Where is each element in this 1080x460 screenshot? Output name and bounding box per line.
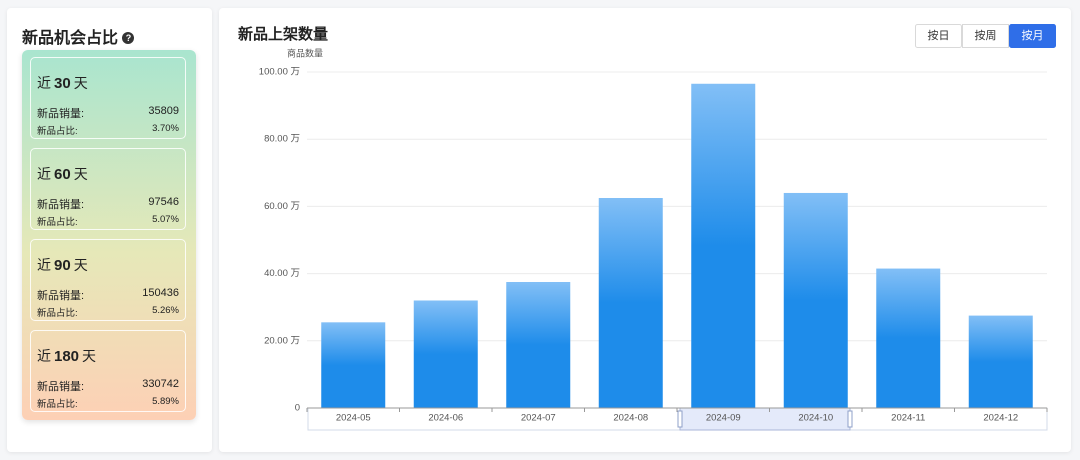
sales-value: 330742 bbox=[142, 378, 179, 390]
card-suffix: 天 bbox=[82, 348, 97, 364]
toggle-button[interactable] bbox=[915, 24, 962, 48]
card-days: 60 bbox=[54, 166, 71, 183]
card: 近 90 天新品销量: 150436 新品占比: 5.26% bbox=[30, 239, 186, 321]
card-days: 180 bbox=[54, 348, 80, 365]
sales-label: 新品销量: bbox=[37, 199, 85, 211]
card-prefix: 近 bbox=[37, 75, 51, 91]
x-tick-label: 2024-12 bbox=[983, 413, 1018, 424]
zoom-handle[interactable] bbox=[847, 410, 853, 428]
y-tick-label: 100.00 万 bbox=[259, 67, 300, 78]
toggle-button-label[interactable]: 按月 bbox=[1022, 28, 1044, 42]
help-icon[interactable]: ? bbox=[122, 32, 135, 44]
sales-value: 97546 bbox=[148, 196, 179, 208]
toggle-button[interactable] bbox=[962, 24, 1009, 48]
share-value: 5.07% bbox=[152, 214, 179, 225]
sales-row: 新品销量: 97546 bbox=[37, 196, 179, 212]
x-tick-label: 2024-08 bbox=[613, 413, 648, 424]
chart-title: 新品上架数量 bbox=[238, 25, 328, 43]
toggle-button-label[interactable]: 按日 bbox=[928, 28, 950, 42]
share-label: 新品占比: bbox=[37, 126, 78, 137]
sales-label: 新品销量: bbox=[37, 108, 85, 120]
bar bbox=[598, 198, 663, 408]
panel-title-text: 新品机会占比 bbox=[22, 30, 119, 47]
share-label: 新品占比: bbox=[37, 217, 78, 228]
card: 近 60 天新品销量: 97546 新品占比: 5.07% bbox=[30, 148, 186, 230]
toggle-button[interactable] bbox=[1009, 24, 1056, 48]
share-label: 新品占比: bbox=[37, 399, 78, 410]
share-row: 新品占比: 5.26% bbox=[37, 305, 179, 319]
sales-row: 新品销量: 330742 bbox=[37, 378, 179, 394]
share-row: 新品占比: 5.89% bbox=[37, 396, 179, 410]
card-days: 30 bbox=[54, 75, 71, 92]
y-tick-label: 20.00 万 bbox=[264, 335, 300, 346]
sales-row: 新品销量: 35809 bbox=[37, 105, 179, 121]
share-label: 新品占比: bbox=[37, 308, 78, 319]
bar bbox=[783, 192, 848, 408]
toggle-button-label[interactable]: 按周 bbox=[975, 28, 997, 42]
y-tick-label: 60.00 万 bbox=[264, 201, 300, 212]
card-prefix: 近 bbox=[37, 166, 51, 182]
x-tick-label: 2024-11 bbox=[891, 413, 925, 424]
bar bbox=[506, 282, 571, 408]
sales-label: 新品销量: bbox=[37, 381, 85, 393]
y-axis-label: 商品数量 bbox=[287, 47, 323, 58]
x-tick-label: 2024-07 bbox=[521, 413, 556, 424]
y-tick-label: 80.00 万 bbox=[264, 134, 300, 145]
card: 近 180 天新品销量: 330742 新品占比: 5.89% bbox=[30, 330, 186, 412]
bar bbox=[876, 268, 941, 408]
panel-title: 新品机会占比 ? bbox=[22, 24, 135, 48]
card-days: 90 bbox=[54, 257, 71, 274]
card: 近 30 天新品销量: 35809 新品占比: 3.70% bbox=[30, 57, 186, 139]
x-tick-label: 2024-10 bbox=[798, 413, 833, 424]
zoom-handle[interactable] bbox=[677, 410, 683, 428]
share-value: 5.89% bbox=[152, 396, 179, 407]
card-prefix: 近 bbox=[37, 257, 51, 273]
x-tick-label: 2024-09 bbox=[706, 413, 741, 424]
bar bbox=[968, 315, 1033, 408]
cards-area: 近 30 天新品销量: 35809 新品占比: 3.70% 近 60 天新品销量: 97546 新品… bbox=[22, 50, 196, 420]
sales-label: 新品销量: bbox=[37, 290, 85, 302]
share-row: 新品占比: 3.70% bbox=[37, 123, 179, 137]
x-tick-label: 2024-06 bbox=[428, 413, 463, 424]
card-suffix: 天 bbox=[73, 75, 88, 91]
sales-value: 35809 bbox=[148, 105, 179, 117]
card-heading: 近 180 天 bbox=[37, 346, 96, 366]
share-value: 3.70% bbox=[152, 123, 179, 134]
card-heading: 近 60 天 bbox=[37, 164, 88, 184]
card-suffix: 天 bbox=[73, 166, 88, 182]
card-heading: 近 30 天 bbox=[37, 73, 88, 93]
card-suffix: 天 bbox=[73, 257, 88, 273]
bar bbox=[321, 322, 386, 408]
sales-value: 150436 bbox=[142, 287, 179, 299]
y-tick-label: 0 bbox=[295, 403, 300, 414]
card-prefix: 近 bbox=[37, 348, 51, 364]
share-value: 5.26% bbox=[152, 305, 179, 316]
share-row: 新品占比: 5.07% bbox=[37, 214, 179, 228]
bar bbox=[413, 300, 478, 408]
x-tick-label: 2024-05 bbox=[336, 413, 371, 424]
y-tick-label: 40.00 万 bbox=[264, 268, 300, 279]
card-heading: 近 90 天 bbox=[37, 255, 88, 275]
sales-row: 新品销量: 150436 bbox=[37, 287, 179, 303]
bar bbox=[691, 83, 756, 408]
